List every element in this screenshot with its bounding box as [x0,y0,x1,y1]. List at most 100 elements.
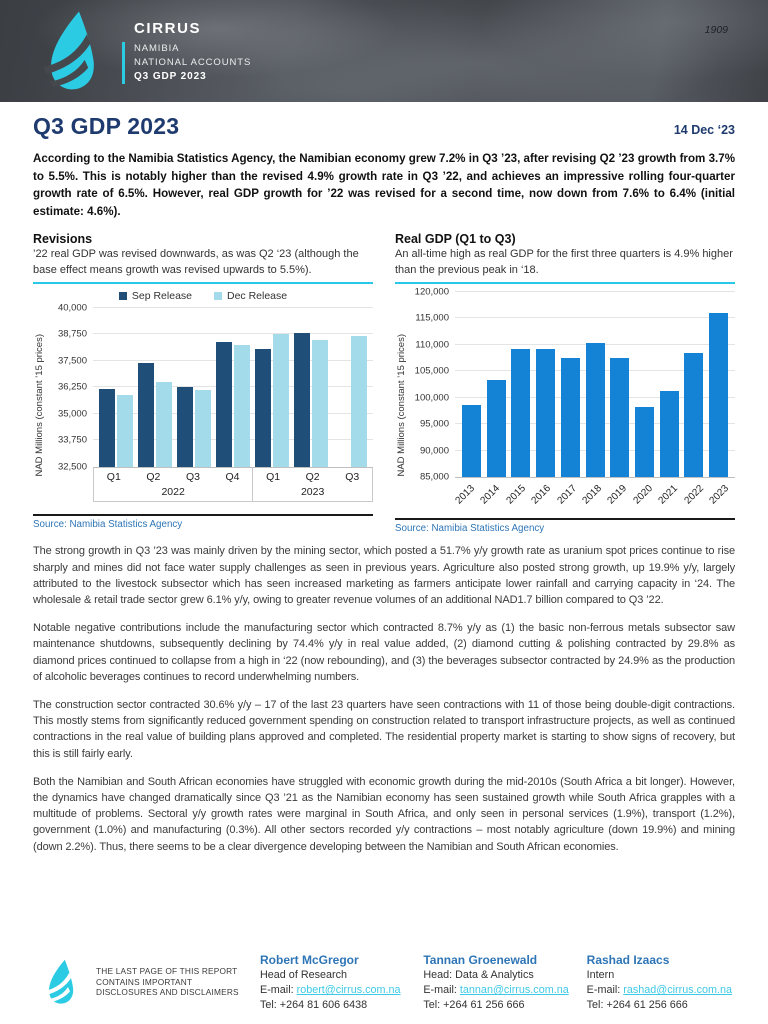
x-tick-label: 2022 [682,482,706,507]
report-date: 14 Dec ‘23 [673,123,735,137]
contact-name: Tannan Groenewald [423,953,538,967]
bar-real-gdp-2022 [684,353,704,477]
y-axis-title: NAD Millions (constant ’15 prices) [34,333,45,477]
x-tick: 2021 [656,478,684,518]
chart-revisions-source: Source: Namibia Statistics Agency [33,514,373,530]
paragraph-manufacturing: Notable negative contributions include t… [33,622,735,683]
email-link[interactable]: robert@cirrus.com.na [296,984,401,996]
x-tick: 2014 [479,478,505,518]
brand-subtitle-report: Q3 GDP 2023 [134,71,207,82]
brand-block: CIRRUS NAMIBIA NATIONAL ACCOUNTS Q3 GDP … [122,20,251,84]
bar-dec-release-Q1 [272,333,289,467]
contact-name: Rashad Izaacs [586,953,670,967]
charts-row: Revisions ’22 real GDP was revised downw… [33,231,735,534]
bar-group-2020 [632,292,657,477]
x-tick: 2022 [682,478,709,518]
bar-group-Q2 [136,308,175,467]
contact-email-row: E-mail: tannan@cirrus.com.na [423,983,574,998]
intro-paragraph: According to the Namibia Statistics Agen… [33,152,735,218]
legend-label: Sep Release [131,289,192,302]
x-tick-label: Q2 [146,470,161,483]
email-link[interactable]: rashad@cirrus.com.na [623,984,733,996]
chart-revisions-body: NAD Millions (constant ’15 prices) 32,50… [33,302,373,502]
bar-real-gdp-2023 [709,313,729,477]
x-tick-label: 2023 [707,482,732,507]
bar-group-Q3 [175,308,214,467]
bar-dec-release-Q4 [234,345,250,467]
bar-real-gdp-2019 [610,358,630,477]
chart-real-gdp-title: Real GDP (Q1 to Q3) [395,232,516,247]
bar-group-2021 [657,292,682,477]
email-label: E-mail: [423,984,460,996]
bar-dec-release-Q3 [350,335,367,467]
gridline [93,359,373,361]
gridline [93,386,373,388]
disclaimer-text: THE LAST PAGE OF THIS REPORT CONTAINS IM… [96,966,239,997]
x-tick-label: Q1 [106,470,121,483]
chart-real-gdp: Real GDP (Q1 to Q3) An all-time high as … [395,231,735,534]
paragraph-construction: The construction sector contracted 30.6%… [33,699,735,760]
chart-revisions-legend: Sep Release Dec Release [33,286,373,306]
year-group-2022: Q1 Q2 Q3 Q4 2022 [94,468,252,501]
y-tick-label: 33,750 [57,434,87,446]
paragraph-mining: The strong growth in Q3 ’23 was mainly d… [33,545,735,606]
bar-group-Q2 [291,308,330,467]
bar-sep-release-Q1 [254,349,271,467]
bar-group-Q4 [214,308,253,467]
contact-card: Rashad Izaacs Intern E-mail: rashad@cirr… [587,952,738,1013]
bar-dec-release-Q1 [117,395,134,467]
x-tick-label: 2021 [656,482,681,507]
bar-group-2022 [682,292,707,477]
title-row: Q3 GDP 2023 14 Dec ‘23 [33,113,735,140]
plot-zone: 32,500 33,750 35,000 36,250 37,500 38,750 40,0… [46,302,373,502]
chart-revisions-head: Revisions ’22 real GDP was revised downw… [33,231,373,284]
bar-real-gdp-2020 [635,407,654,477]
plot-zone: 85,000 90,000 95,000 100,000 105,000 110,000 1… [408,286,735,518]
bar-real-gdp-2013 [461,404,481,477]
bar-dec-release-Q2 [311,339,328,467]
x-tick: 2018 [581,478,607,518]
chart-revisions-title: Revisions [33,232,93,247]
x-tick: 2023 [707,478,735,518]
bar-group-2014 [484,292,509,477]
x-tick: 2019 [606,478,633,518]
y-tick-label: 100,000 [414,392,449,404]
x-axis-quarters: Q1 Q2 Q3 Q4 2022 Q1 Q2 Q3 2023 [93,467,373,502]
email-label: E-mail: [260,984,297,996]
gridline [93,306,373,308]
brand-subtitle-country: NAMIBIA [134,43,180,54]
chart-revisions-subtitle: ’22 real GDP was revised downwards, as w… [33,248,359,276]
plot-area: 85,000 90,000 95,000 100,000 105,000 110,000 1… [415,286,735,482]
bar-sep-release-Q2 [293,333,310,467]
x-tick-label: Q2 [305,470,320,483]
y-tick-label: 32,500 [57,461,87,473]
x-tick-label: 2016 [529,482,554,507]
contacts: Robert McGregor Head of Research E-mail:… [260,952,738,1013]
chart-real-gdp-source: Source: Namibia Statistics Agency [395,517,735,534]
bar-group-2018 [583,292,608,477]
page-title: Q3 GDP 2023 [33,113,180,139]
footer: THE LAST PAGE OF THIS REPORT CONTAINS IM… [0,952,768,1018]
legend-item: Dec Release [214,290,287,302]
bar-group-2013 [459,292,484,477]
x-tick-label: 2013 [453,482,477,507]
bar-dec-release-Q3 [195,390,212,467]
x-tick-label: Q3 [185,470,200,483]
x-tick: 2015 [504,478,531,518]
x-tick: 2020 [631,478,658,518]
paragraph-sa-comparison: Both the Namibian and South African econ… [33,775,735,853]
brand-subtitle-block: NAMIBIA NATIONAL ACCOUNTS Q3 GDP 2023 [122,42,251,84]
y-tick-label: 120,000 [414,286,449,298]
bar-sep-release-Q1 [99,388,116,467]
bars [93,308,373,467]
year-group-2023: Q1 Q2 Q3 2023 [252,467,372,501]
chart-real-gdp-subtitle: An all-time high as real GDP for the fir… [395,248,733,276]
gridline [93,439,373,441]
contact-email-row: E-mail: rashad@cirrus.com.na [587,983,738,998]
email-link[interactable]: tannan@cirrus.com.na [459,984,569,996]
bar-real-gdp-2018 [585,342,605,477]
bar-group-Q1 [97,308,136,467]
bar-group-2017 [558,292,583,477]
contact-tel: Tel: +264 81 606 6438 [260,999,368,1011]
